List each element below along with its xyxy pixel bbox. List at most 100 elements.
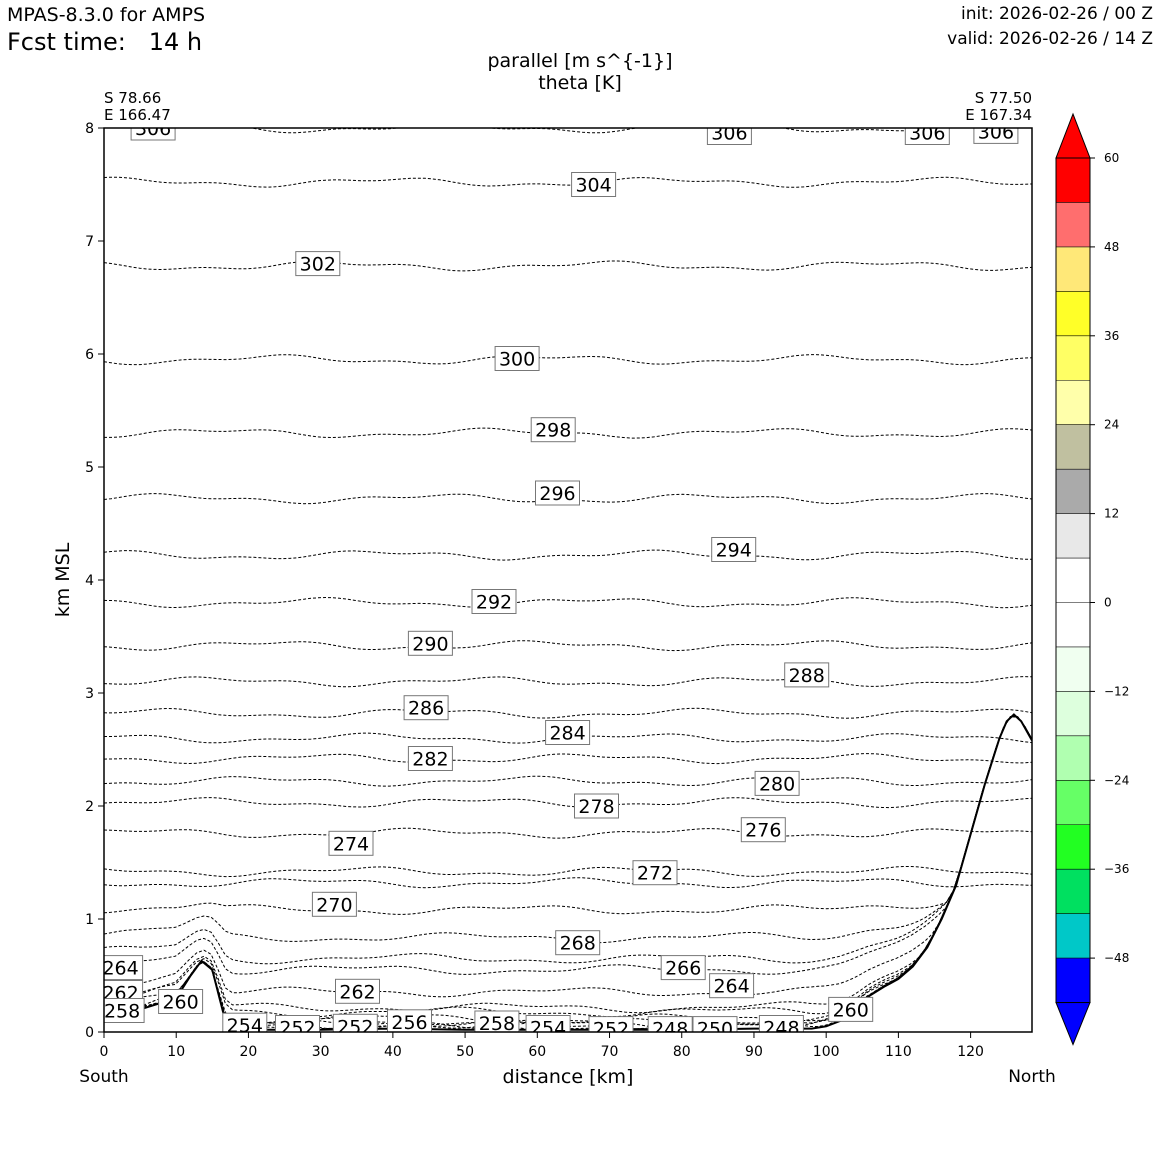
right-end-lat: S 77.50 [975,89,1032,107]
contour-label: 306 [909,123,945,145]
contour-label: 296 [539,483,575,505]
colorbar-segment [1056,691,1090,736]
colorbar-segment [1056,158,1090,203]
contour-label-box [104,955,144,981]
contour-label-box [904,128,950,145]
contour-label: 294 [716,540,752,562]
y-axis-ticks: 0 1 2 3 4 5 6 7 8 [85,121,104,1041]
contour-label-box [709,973,755,999]
theta-282-contour [104,753,1032,765]
x-tick-label: 10 [167,1044,185,1060]
contour-label-box [740,817,786,843]
colorbar-tick-label: −12 [1104,684,1129,698]
contour-label: 270 [316,894,352,916]
forecast-time-value: 14 h [148,28,203,56]
colorbar-tick-label: 0 [1104,596,1112,610]
contour-label-box [973,128,1019,144]
colorbar-tick-label: −24 [1104,773,1129,787]
contour-label-box [494,346,540,371]
x-tick-label: 80 [673,1044,691,1060]
x-axis-ticks: 0 10 20 30 40 50 60 70 80 90 100 110 120 [100,1032,984,1060]
y-tick-label: 1 [85,912,94,928]
x-tick-label: 90 [745,1044,763,1060]
left-end-direction: South [79,1067,128,1087]
theta-300-contour [104,354,1032,366]
contour-label: 286 [408,698,444,720]
contour-label: 258 [479,1013,515,1035]
contour-label: 248 [763,1018,799,1040]
contour-label: 260 [833,999,869,1021]
y-tick-label: 7 [85,234,94,250]
x-tick-label: 110 [885,1044,912,1060]
x-axis-label: distance [km] [503,1066,634,1088]
forecast-time: Fcst time: 14 h [7,28,202,56]
contour-label-box [407,746,453,771]
colorbar-segment [1056,780,1090,825]
contour-label-box [571,172,617,197]
y-tick-label: 6 [85,347,94,363]
contour-label-box [471,589,517,614]
colorbar-tick-label: −36 [1104,862,1129,876]
contour-label: 264 [713,976,749,998]
contour-label: 258 [104,1001,140,1023]
contour-label: 304 [575,175,611,197]
right-end-direction: North [1008,1067,1056,1087]
x-tick-label: 40 [384,1044,402,1060]
contour-label: 280 [759,773,795,795]
left-end-lat: S 78.66 [104,89,161,107]
x-tick-label: 70 [601,1044,619,1060]
colorbar-segment [1056,246,1090,292]
contour-label: 272 [637,863,673,885]
y-tick-label: 5 [85,460,94,476]
theta-266-contour [104,715,1032,965]
colorbar-segment [1056,335,1090,381]
contour-label-box [474,1010,520,1032]
contour-label: 262 [339,981,375,1003]
contour-label: 252 [279,1018,315,1040]
contour-label-box [784,662,830,688]
theta-292-contour [104,596,1032,609]
contour-label: 250 [697,1019,733,1041]
colorbar-max-extension [1055,112,1091,159]
colorbar-tick-label: 60 [1104,151,1119,165]
theta-contours [104,128,1032,1030]
terrain-line [104,713,1032,1031]
chart-title-line2: theta [K] [538,72,622,94]
theta-256-contour [104,715,1032,1024]
contour-label-box [632,860,678,886]
y-tick-label: 4 [85,573,94,589]
forecast-time-label: Fcst time: [7,28,126,56]
contour-label-box [275,1015,320,1032]
contour-label-box [647,1016,693,1032]
theta-278-contour [104,797,1032,809]
theta-270-contour [104,715,1032,915]
colorbar-segment [1056,424,1090,470]
contour-label-box [754,770,800,796]
x-tick-label: 30 [312,1044,330,1060]
theta-304-contour [104,176,1032,188]
contour-label-box [222,1012,268,1032]
contour-label-box [706,128,752,145]
contour-label: 252 [593,1019,629,1041]
colorbar-min-extension [1055,1002,1091,1046]
contour-label: 274 [333,833,369,855]
contour-label: 288 [789,665,825,687]
contour-label-box [535,480,580,506]
x-tick-label: 100 [813,1044,840,1060]
x-tick-label: 0 [100,1044,109,1060]
contour-label-box [332,1013,378,1032]
colorbar-tick-label: −48 [1104,951,1129,965]
contour-label-box [545,720,591,745]
colorbar-segment [1056,958,1090,1003]
colorbar-segment [1056,469,1090,514]
contour-label: 268 [560,933,596,955]
contour-label: 264 [102,958,138,980]
contour-label: 254 [227,1015,263,1037]
theta-268-contour [104,715,1032,944]
theta-272-contour [104,877,1032,889]
contour-label-box [555,930,601,956]
contour-label-box [158,989,204,1014]
x-tick-label: 60 [528,1044,546,1060]
colorbar-tick-label: 12 [1104,507,1119,521]
